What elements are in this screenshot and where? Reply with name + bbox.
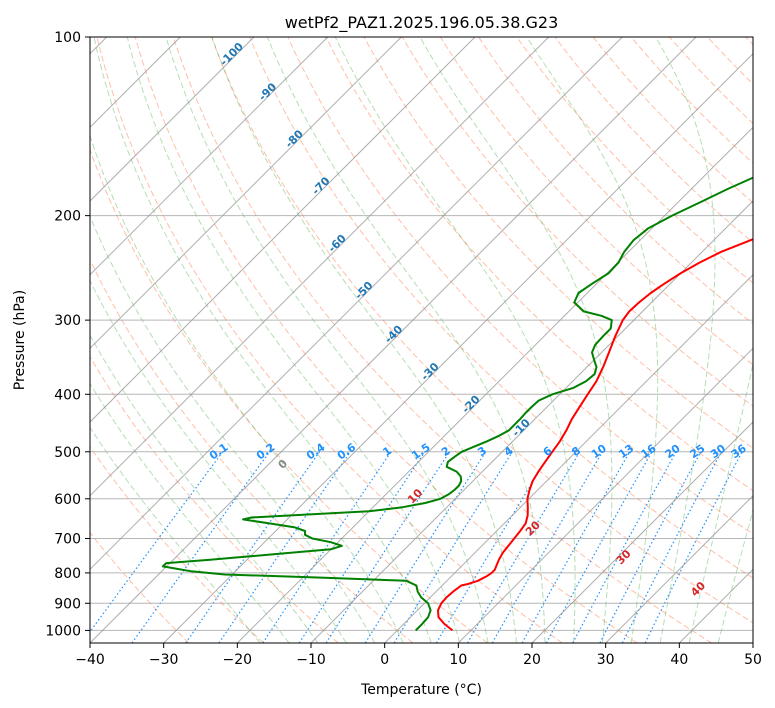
y-tick-label: 1000 xyxy=(45,623,81,639)
dry-adiabat xyxy=(90,258,414,643)
moist-adiabat xyxy=(526,37,659,643)
y-tick-label: 900 xyxy=(54,596,81,612)
isotherm-line xyxy=(163,52,753,643)
moist-adiabat xyxy=(90,134,404,643)
moist-adiabat xyxy=(266,37,546,643)
moist-adiabat xyxy=(90,426,261,643)
mixing-ratio-line xyxy=(521,451,631,643)
y-tick-label: 500 xyxy=(54,445,81,461)
isotherm-line xyxy=(90,37,255,202)
moist-adiabat xyxy=(334,37,576,643)
dry-adiabat xyxy=(287,37,753,535)
moist-adiabat xyxy=(90,382,290,643)
x-tick-label: 40 xyxy=(670,652,688,668)
isotherm-line xyxy=(605,494,753,643)
mixing-ratio-line xyxy=(435,451,552,643)
dry-adiabat xyxy=(478,37,753,325)
mixing-ratio-line xyxy=(491,451,604,643)
dry-adiabat xyxy=(90,355,339,643)
isotherm-line xyxy=(384,273,753,643)
y-axis-label: Pressure (hPa) xyxy=(12,290,28,390)
x-tick-label: −10 xyxy=(296,652,326,668)
isotherm-line xyxy=(236,126,753,643)
x-tick-label: 30 xyxy=(597,652,615,668)
isotherm-line xyxy=(90,37,550,497)
moist-adiabat xyxy=(655,37,716,643)
moist-adiabat xyxy=(126,37,461,643)
x-tick-label: 50 xyxy=(744,652,762,668)
x-axis-label: Temperature (°C) xyxy=(360,682,482,698)
mixing-ratio-line xyxy=(131,451,271,643)
dry-adiabat xyxy=(516,37,753,284)
mixing-ratio-line xyxy=(393,451,513,643)
y-tick-label: 300 xyxy=(54,313,81,329)
profiles xyxy=(161,176,753,632)
x-tick-label: −40 xyxy=(75,652,105,668)
isotherm-line xyxy=(90,37,476,423)
isotherm-line xyxy=(90,37,623,571)
x-tick-label: −30 xyxy=(149,652,179,668)
x-tick-label: 0 xyxy=(380,652,389,668)
isotherm-line xyxy=(531,421,753,643)
moist-adiabat xyxy=(90,334,319,643)
moist-adiabat xyxy=(419,37,613,643)
mixing-ratio-line xyxy=(218,451,351,643)
mixing-ratio-line xyxy=(364,451,487,643)
dewpoint-profile xyxy=(161,176,753,632)
mixing-ratio-line xyxy=(185,451,321,643)
temperature-profile xyxy=(437,238,753,632)
y-tick-label: 700 xyxy=(54,532,81,548)
dry-adiabat xyxy=(325,37,753,492)
moist-adiabat xyxy=(93,37,432,643)
dry-adiabat xyxy=(134,37,638,643)
y-tick-label: 400 xyxy=(54,387,81,403)
y-axis-ticks: 1000 900 800 700 600 500 400 300 200 100 xyxy=(45,30,90,639)
y-tick-label: 200 xyxy=(54,209,81,225)
mixing-ratio-line xyxy=(466,451,581,643)
moist-adiabat xyxy=(211,37,517,643)
moist-adiabat xyxy=(165,37,489,643)
mixing-ratio-line xyxy=(325,451,451,643)
y-tick-label: 800 xyxy=(54,566,81,582)
dry-adiabat xyxy=(90,531,190,643)
dry-adiabat xyxy=(554,37,753,244)
x-tick-label: −20 xyxy=(223,652,253,668)
x-tick-label: 20 xyxy=(523,652,541,668)
chart-title: wetPf2_PAZ1.2025.196.05.38.G23 xyxy=(285,13,559,33)
isotherm-line xyxy=(457,347,753,643)
x-axis-ticks: −40 −30 −20 −10 0 10 20 30 40 50 xyxy=(75,643,762,668)
y-tick-label: 600 xyxy=(54,492,81,508)
isotherm-line xyxy=(90,37,402,350)
dry-adiabat xyxy=(96,37,563,643)
dry-adiabat xyxy=(401,37,753,407)
isotherm-line xyxy=(90,37,329,276)
dry-adiabat xyxy=(592,37,753,204)
dry-adiabat xyxy=(439,37,753,366)
dry-adiabat xyxy=(630,37,753,164)
dry-adiabat xyxy=(90,148,488,643)
mixing-ratio-line xyxy=(572,451,677,643)
isotherm-line xyxy=(90,37,697,643)
x-tick-label: 10 xyxy=(449,652,467,668)
moist-adiabat xyxy=(90,215,376,643)
y-tick-label: 100 xyxy=(54,30,81,46)
dry-adiabat xyxy=(211,37,753,624)
plot-frame xyxy=(89,36,754,644)
dry-adiabat xyxy=(249,37,753,579)
